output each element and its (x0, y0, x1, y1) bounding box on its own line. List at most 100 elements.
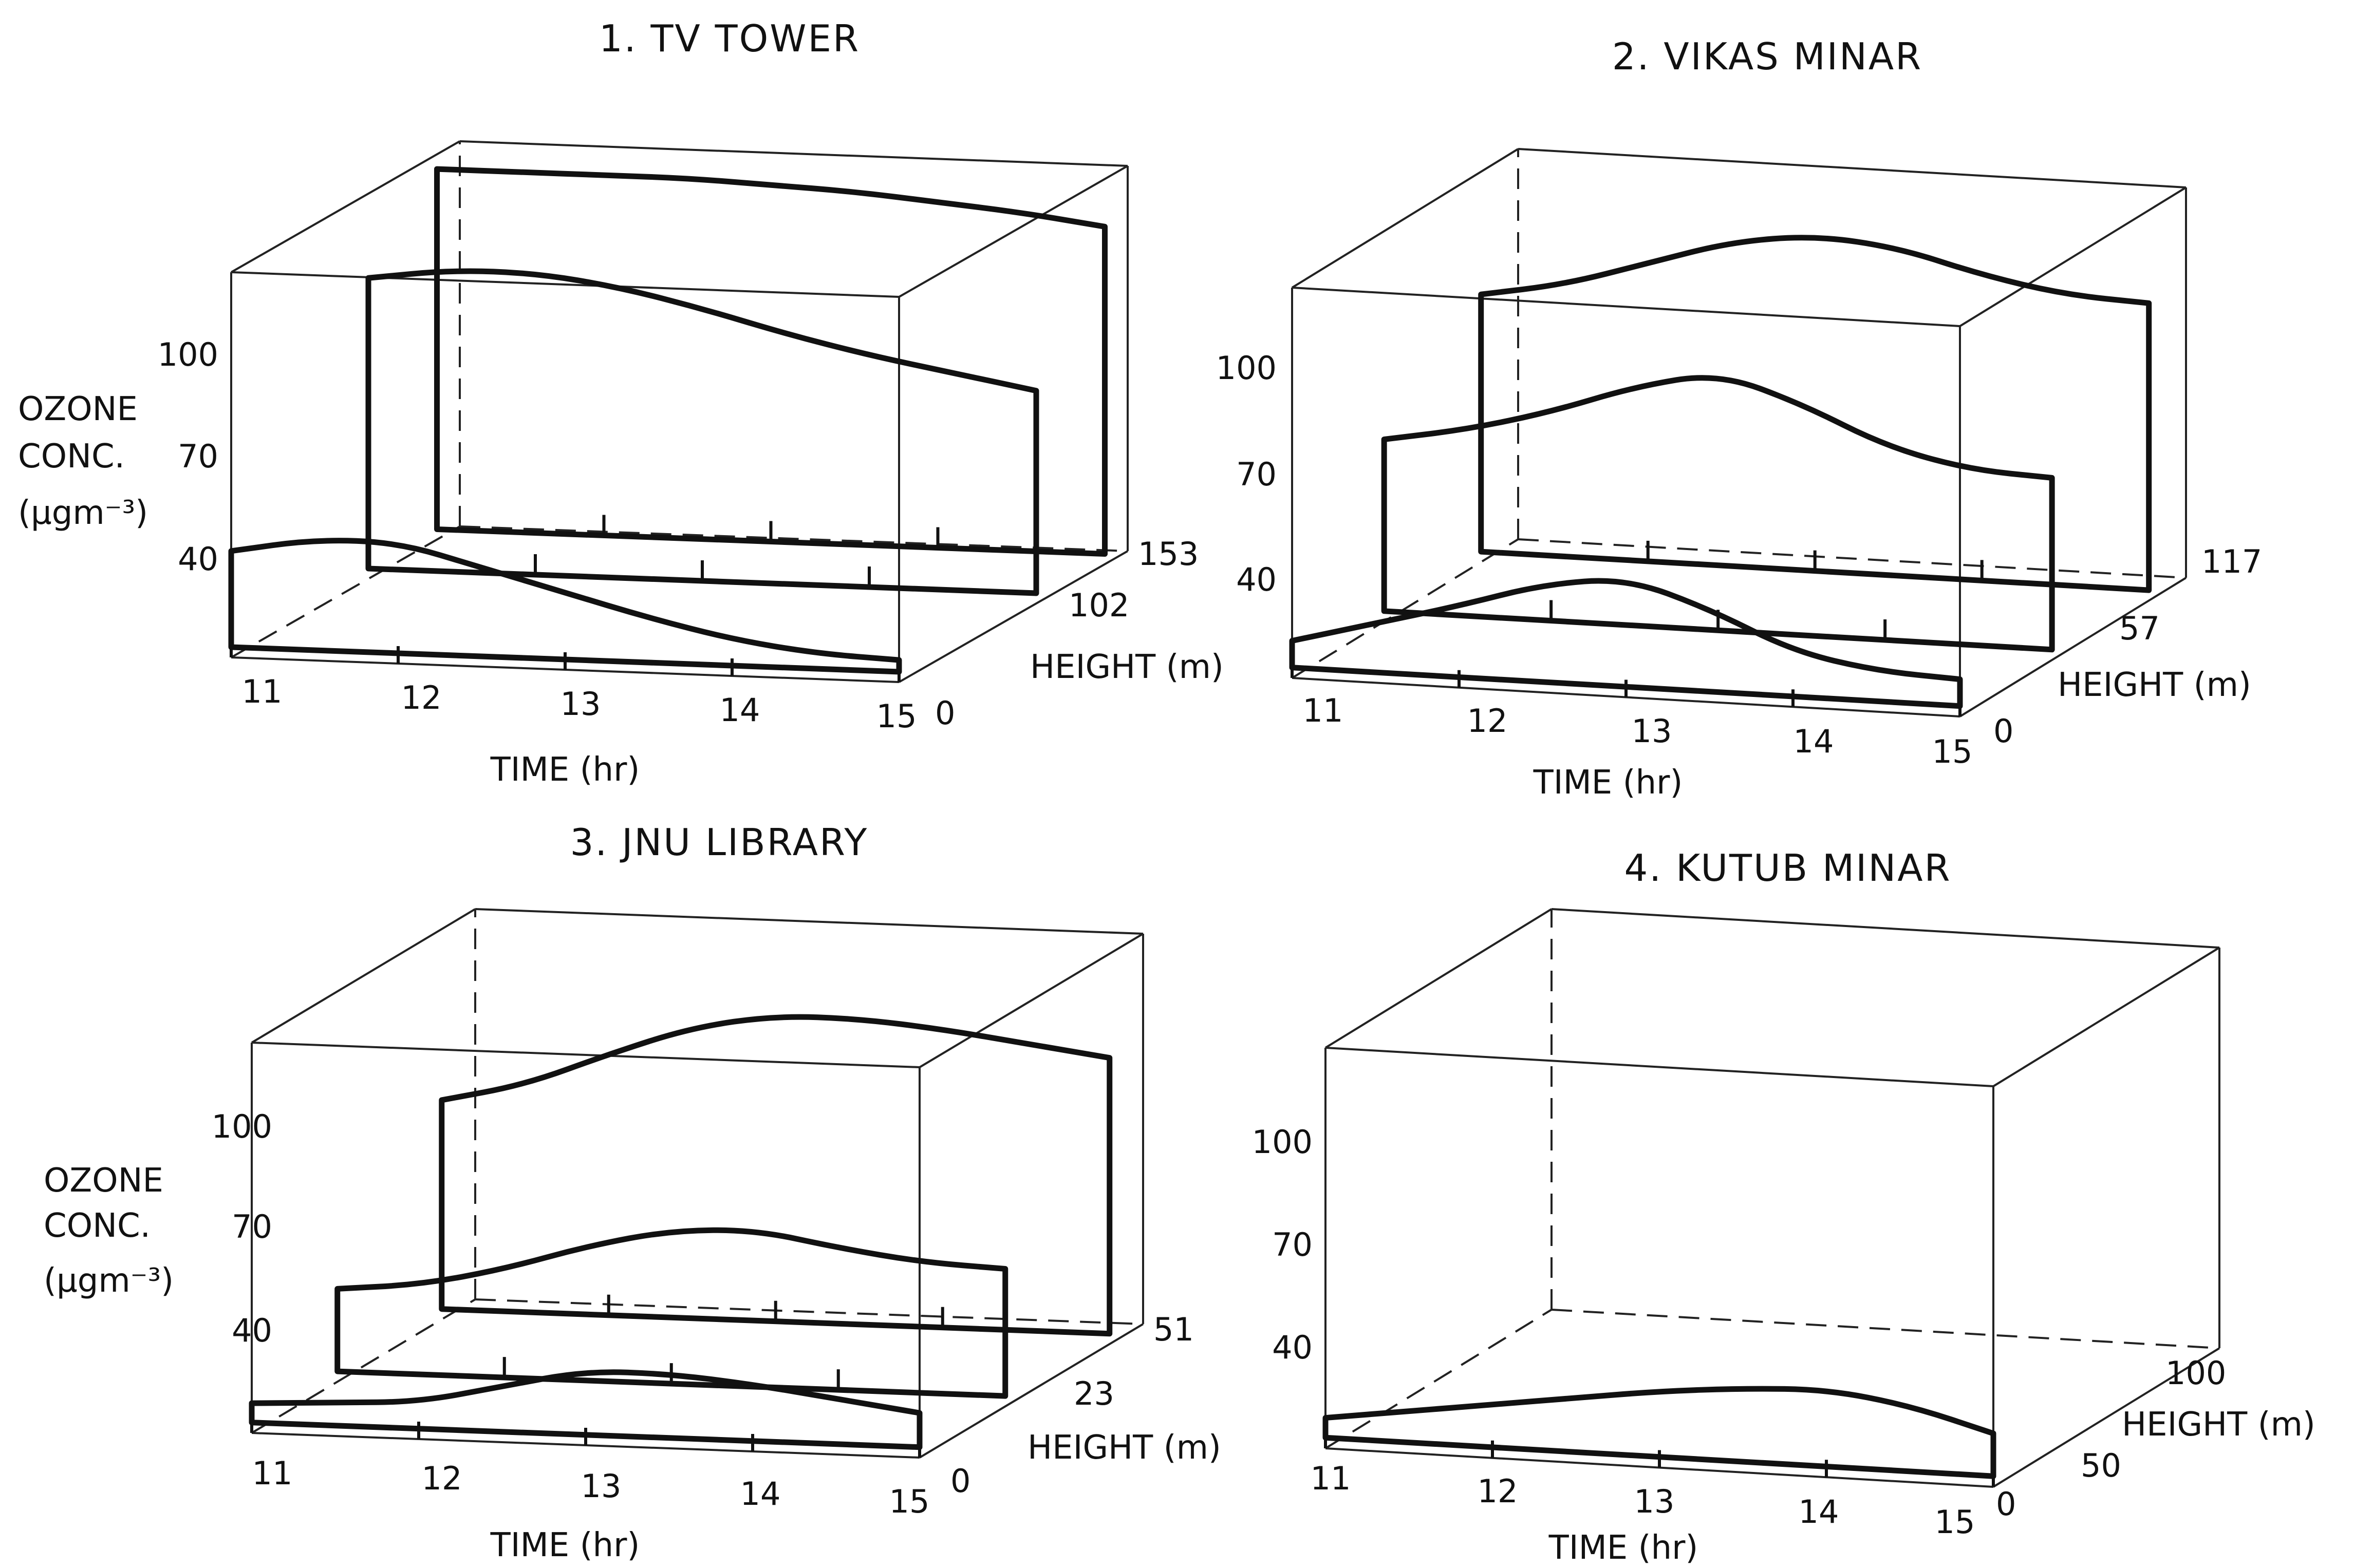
box-hidden-edge (459, 525, 1128, 552)
height-tick-1: 50 (2081, 1447, 2121, 1484)
ozone-profile-102m (365, 268, 1039, 596)
height-tick-1: 57 (2119, 610, 2160, 647)
height-tick-1: 23 (1074, 1375, 1114, 1412)
panel-title: 2. VIKAS MINAR (1612, 35, 1922, 78)
panel-jnu-library: 3. JNU LIBRARY 40 70 100 OZONE CONC. (µg… (44, 821, 1221, 1564)
box-edge (459, 140, 1128, 167)
box-hidden-edge (251, 1298, 476, 1434)
ozone-tick-40: 40 (178, 540, 218, 578)
time-tick-11: 11 (1303, 692, 1343, 729)
box-edge (1518, 148, 2187, 188)
time-tick-11: 11 (252, 1454, 293, 1492)
ozone-tick-70: 70 (232, 1208, 272, 1245)
ozone-axis-label-line1: OZONE (44, 1162, 163, 1200)
box-edge (231, 140, 460, 273)
time-axis-label: TIME (hr) (1533, 764, 1683, 802)
ozone-profile-153m (434, 166, 1108, 557)
ozone-axis-label-line2: CONC. (44, 1207, 151, 1245)
ozone-profile-117m (1478, 235, 2152, 593)
time-tick-15: 15 (889, 1483, 930, 1520)
ozone-axis-label-line3: (µgm⁻³) (44, 1262, 174, 1300)
ozone-profile-0m (1322, 1386, 1996, 1479)
ozone-profile-0m (1289, 578, 1963, 709)
box-edge (475, 908, 1144, 935)
box-edge (1551, 908, 2220, 949)
box-edge (1992, 947, 2220, 1087)
panel-tv-tower: 1. TV TOWER 40 70 100 OZONE CONC. (µgm⁻³… (18, 17, 1224, 789)
box-edge (919, 1323, 1144, 1459)
time-tick-15: 15 (1935, 1503, 1975, 1541)
box-edge (1291, 148, 1519, 289)
time-tick-12: 12 (1467, 702, 1508, 740)
box-hidden-edge (475, 1298, 1144, 1325)
time-tick-13: 13 (1634, 1483, 1675, 1520)
box-edge (919, 933, 1144, 1068)
panel-title: 1. TV TOWER (599, 17, 860, 60)
box-edge (251, 908, 476, 1044)
time-tick-13: 13 (561, 685, 601, 723)
ozone-profile-0m (228, 538, 902, 675)
box-hidden-edge (1518, 538, 2187, 579)
box-hidden-edge (1551, 1309, 2220, 1349)
box-edge (1292, 287, 1960, 327)
box-edge (1325, 1047, 1994, 1087)
ozone-axis-label-line3: (µgm⁻³) (18, 494, 148, 532)
time-tick-12: 12 (401, 679, 442, 716)
ribbons (249, 1014, 1113, 1450)
box-edge (899, 165, 1128, 298)
ozone-tick-100: 100 (158, 336, 218, 373)
height-axis-label: HEIGHT (m) (1030, 648, 1224, 686)
ozone-tick-40: 40 (232, 1312, 272, 1349)
height-tick-1: 102 (1069, 587, 1129, 624)
box-hidden-edge (1324, 1309, 1553, 1449)
ozone-tick-40: 40 (1272, 1329, 1313, 1366)
height-tick-0: 0 (1993, 712, 2013, 750)
ozone-tick-100: 100 (1216, 349, 1277, 387)
ozone-tick-100: 100 (212, 1108, 272, 1145)
panel-box (1291, 148, 2187, 717)
time-tick-14: 14 (740, 1475, 781, 1513)
ozone-tick-40: 40 (1236, 561, 1277, 598)
time-tick-11: 11 (1311, 1460, 1351, 1497)
height-tick-0: 0 (1996, 1485, 2016, 1523)
height-tick-2: 100 (2165, 1354, 2226, 1392)
ozone-profile-23m (334, 1227, 1008, 1399)
panel-kutub-minar: 4. KUTUB MINAR 40 70 100 11 12 13 14 15 … (1252, 846, 2315, 1567)
time-tick-15: 15 (1932, 733, 1973, 770)
time-tick-14: 14 (1793, 723, 1834, 760)
time-tick-11: 11 (242, 673, 283, 710)
time-tick-14: 14 (1799, 1493, 1839, 1531)
time-tick-13: 13 (1632, 712, 1672, 750)
panel-box (250, 908, 1144, 1459)
ribbons (228, 166, 1108, 675)
ozone-tick-70: 70 (1236, 456, 1277, 493)
time-tick-14: 14 (720, 691, 760, 729)
ozone-tick-70: 70 (178, 438, 218, 475)
panel-title: 4. KUTUB MINAR (1624, 846, 1951, 890)
time-tick-12: 12 (1478, 1472, 1518, 1510)
height-tick-2: 117 (2201, 543, 2262, 580)
height-tick-0: 0 (935, 694, 955, 732)
ozone-profile-51m (439, 1014, 1113, 1337)
height-axis-label: HEIGHT (m) (2058, 666, 2251, 704)
panel-vikas-minar: 2. VIKAS MINAR 40 70 100 11 12 13 14 15 … (1216, 35, 2263, 802)
height-axis-label: HEIGHT (m) (2122, 1406, 2315, 1444)
height-tick-2: 153 (1138, 535, 1199, 573)
box-hidden-edge (1291, 538, 1519, 679)
time-axis-label: TIME (hr) (490, 751, 640, 789)
time-tick-12: 12 (422, 1460, 462, 1497)
height-tick-0: 0 (950, 1462, 970, 1500)
box-edge (1959, 577, 2187, 717)
ribbons (1289, 235, 2152, 709)
box-edge (899, 550, 1128, 683)
height-axis-label: HEIGHT (m) (1027, 1429, 1221, 1467)
ozone-tick-100: 100 (1252, 1123, 1313, 1161)
ozone-axis-label-line1: OZONE (18, 390, 138, 428)
panel-box (1324, 908, 2220, 1488)
box-edge (1959, 186, 2187, 327)
time-tick-15: 15 (876, 697, 917, 735)
ribbons (1322, 1386, 1996, 1479)
ozone-tick-70: 70 (1272, 1226, 1313, 1263)
box-edge (251, 1042, 920, 1068)
